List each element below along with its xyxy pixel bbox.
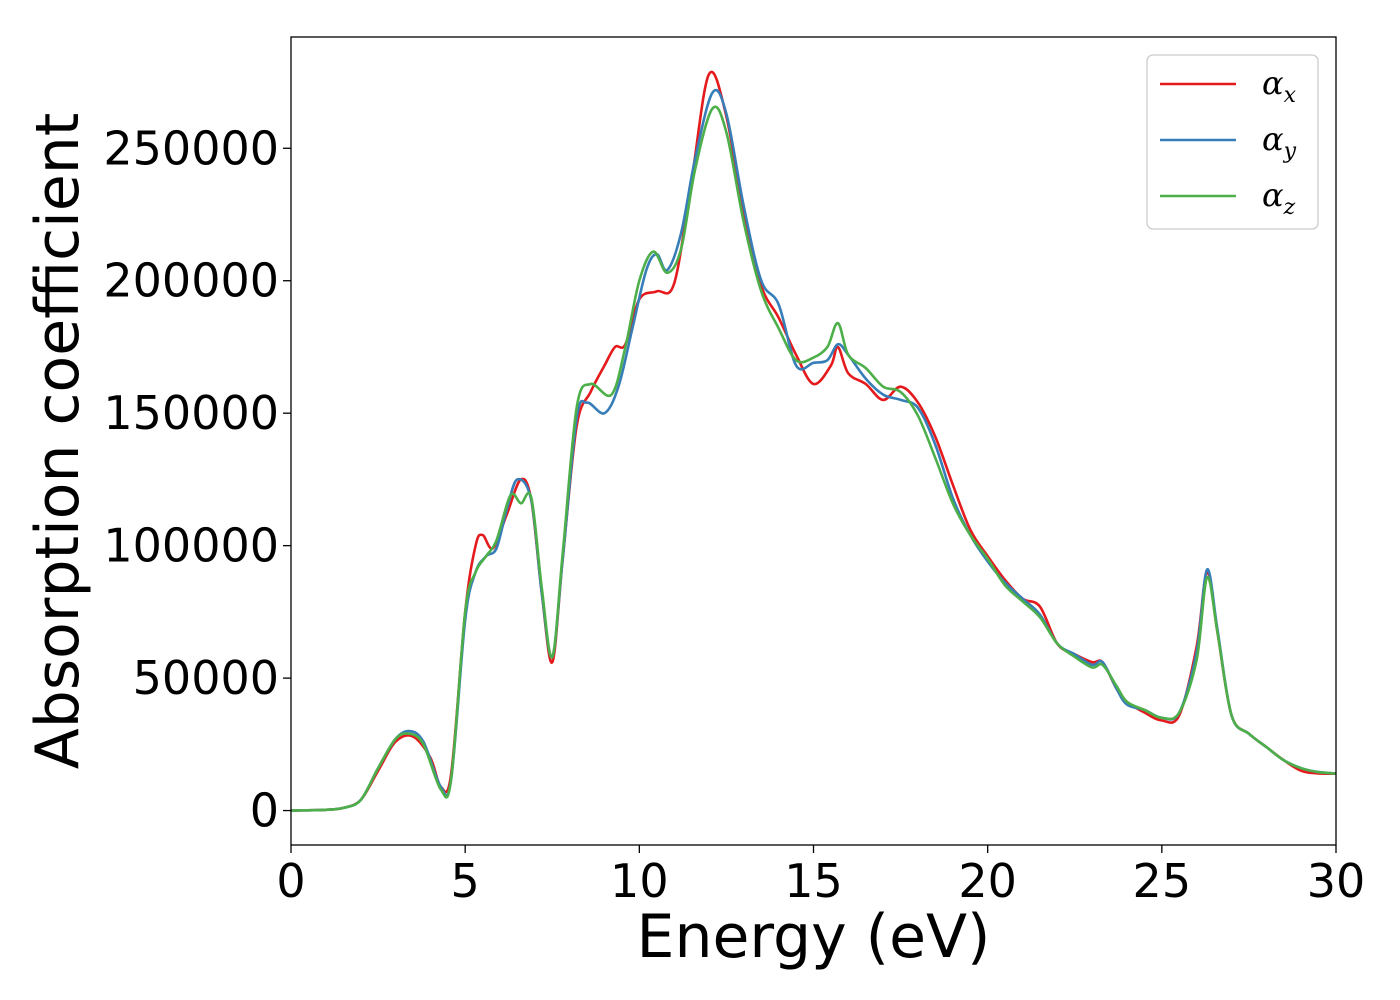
legend-label-x: αx [1262,64,1297,108]
x-tick-label: 15 [784,854,843,908]
y-tick-label: 200000 [103,254,279,308]
x-tick-label: 30 [1307,854,1366,908]
y-tick-label: 150000 [103,386,279,440]
series-line-x [290,70,1337,812]
y-tick-label: 250000 [103,121,279,175]
y-tick-label: 100000 [103,519,279,573]
legend-label-y: αy [1262,120,1297,164]
y-axis-ticks: 0 50000 100000 150000 200000 250000 [103,121,291,838]
x-tick-label: 0 [276,854,305,908]
y-axis-label: Absorption coefficient [23,113,93,770]
x-tick-label: 5 [451,854,480,908]
legend: αx αy αz [1146,54,1319,230]
legend-box [1146,54,1319,230]
y-tick-label: 50000 [133,651,279,705]
x-tick-label: 25 [1133,854,1192,908]
y-tick-label: 0 [250,784,279,838]
series-layer [290,70,1337,812]
series-line-z [290,105,1337,812]
x-axis-label: Energy (eV) [637,902,991,972]
x-tick-label: 10 [610,854,669,908]
x-axis-ticks: 0 5 10 15 20 25 30 [276,845,1365,908]
x-tick-label: 20 [958,854,1017,908]
legend-label-z: αz [1262,176,1296,220]
